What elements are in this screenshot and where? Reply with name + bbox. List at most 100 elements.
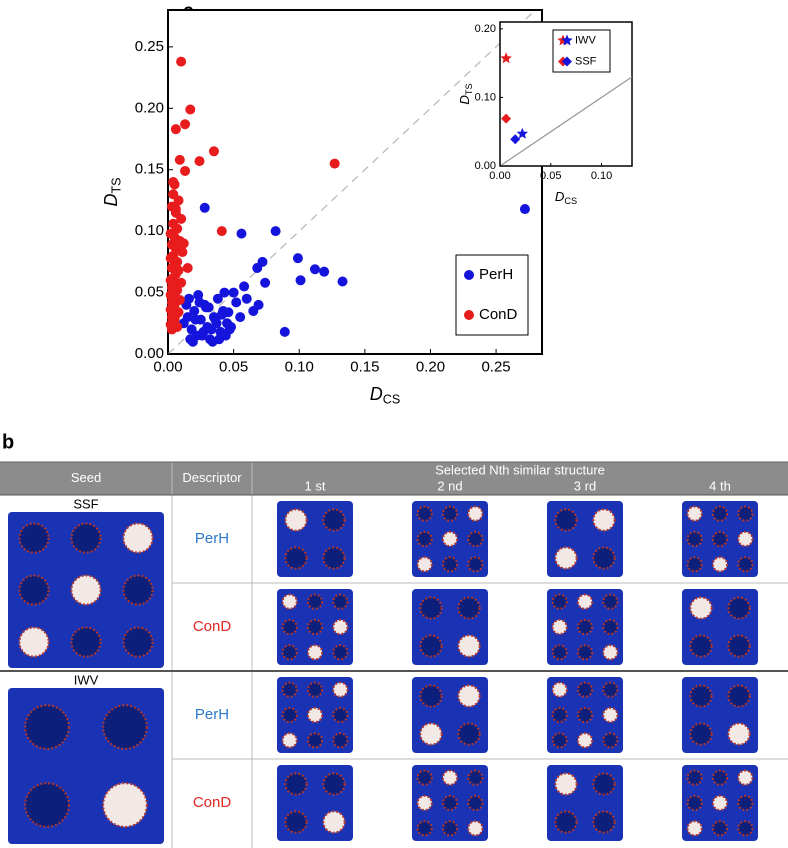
structure-pore bbox=[711, 556, 729, 573]
structure-pore bbox=[711, 530, 729, 548]
structure-pore bbox=[24, 782, 70, 828]
descriptor-label: PerH bbox=[195, 706, 229, 723]
point bbox=[180, 165, 191, 176]
point bbox=[295, 275, 306, 286]
structure-pore bbox=[727, 722, 751, 746]
structure-pore bbox=[602, 706, 619, 724]
structure-pore bbox=[419, 722, 443, 746]
structure-pore bbox=[576, 618, 594, 636]
structure-pore bbox=[306, 681, 324, 698]
point bbox=[279, 326, 290, 337]
point bbox=[180, 119, 191, 130]
structure-pore bbox=[686, 530, 703, 548]
structure-pore bbox=[419, 684, 443, 708]
structure-pore bbox=[551, 593, 568, 610]
structure-pore bbox=[441, 794, 459, 812]
structure-image bbox=[682, 589, 758, 665]
y-tick-label: 0.25 bbox=[135, 38, 164, 55]
y-tick-label: 0.20 bbox=[135, 99, 164, 116]
structure-pore bbox=[441, 530, 459, 548]
structure-pore bbox=[689, 722, 713, 746]
point bbox=[219, 287, 230, 298]
structure-image bbox=[277, 765, 353, 841]
structure-pore bbox=[281, 706, 298, 724]
point bbox=[252, 263, 263, 273]
structure-pore bbox=[686, 820, 703, 837]
y-tick-label: 0.10 bbox=[135, 222, 164, 239]
point bbox=[210, 314, 221, 325]
structure-image bbox=[682, 501, 758, 577]
structure-pore bbox=[467, 530, 484, 548]
structure-pore bbox=[592, 810, 616, 834]
column-header: 2 nd bbox=[437, 478, 462, 493]
structure-image bbox=[8, 512, 164, 668]
structure-pore bbox=[576, 706, 594, 724]
structure-pore bbox=[592, 546, 616, 570]
structure-pore bbox=[18, 574, 50, 606]
structure-image bbox=[682, 677, 758, 753]
structure-pore bbox=[602, 593, 619, 610]
point bbox=[199, 202, 210, 213]
structure-image bbox=[547, 677, 623, 753]
point bbox=[178, 238, 189, 249]
header-cell: Descriptor bbox=[182, 470, 242, 485]
point bbox=[248, 306, 259, 316]
structure-pore bbox=[102, 704, 148, 750]
structure-pore bbox=[18, 522, 50, 554]
point bbox=[501, 113, 512, 124]
structure-pore bbox=[576, 593, 594, 610]
structure-pore bbox=[416, 769, 433, 786]
structure-pore bbox=[281, 618, 298, 636]
structure-pore bbox=[419, 634, 443, 658]
point bbox=[239, 281, 250, 292]
structure-pore bbox=[467, 794, 484, 812]
point bbox=[214, 334, 225, 345]
structure-pore bbox=[686, 769, 703, 786]
structure-image bbox=[547, 765, 623, 841]
point bbox=[292, 253, 303, 264]
point bbox=[193, 290, 204, 301]
structure-pore bbox=[284, 810, 308, 834]
structure-pore bbox=[306, 618, 324, 636]
structure-pore bbox=[416, 794, 433, 812]
structure-pore bbox=[467, 769, 484, 786]
x-tick-label: 0.10 bbox=[591, 170, 612, 182]
structure-pore bbox=[737, 820, 754, 837]
structure-pore bbox=[332, 681, 349, 698]
structure-pore bbox=[711, 769, 729, 786]
point bbox=[187, 336, 198, 347]
structure-pore bbox=[306, 732, 324, 749]
y-tick-label: 0.20 bbox=[475, 23, 496, 35]
structure-pore bbox=[467, 820, 484, 837]
x-tick-label: 0.25 bbox=[481, 358, 510, 375]
structure-pore bbox=[689, 634, 713, 658]
structure-pore bbox=[18, 626, 50, 658]
point bbox=[176, 56, 187, 67]
structure-pore bbox=[602, 644, 619, 661]
point bbox=[189, 306, 200, 316]
structure-pore bbox=[441, 556, 459, 573]
structure-pore bbox=[70, 626, 102, 658]
structure-pore bbox=[441, 769, 459, 786]
x-tick-label: 0.00 bbox=[489, 170, 510, 182]
structure-pore bbox=[306, 593, 324, 610]
structure-pore bbox=[551, 681, 568, 698]
structure-pore bbox=[727, 634, 751, 658]
header-cell: Selected Nth similar structure bbox=[435, 462, 605, 477]
x-tick-label: 0.05 bbox=[540, 170, 561, 182]
axis-label: DCS bbox=[555, 189, 577, 206]
structure-pore bbox=[711, 794, 729, 812]
structure-pore bbox=[551, 618, 568, 636]
point bbox=[228, 287, 239, 298]
point bbox=[329, 158, 340, 169]
structure-pore bbox=[554, 772, 578, 796]
legend-marker bbox=[464, 270, 474, 280]
structure-image bbox=[8, 688, 164, 844]
point bbox=[516, 127, 528, 139]
seed-label: IWV bbox=[74, 672, 99, 687]
structure-pore bbox=[281, 732, 298, 749]
structure-pore bbox=[711, 820, 729, 837]
structure-pore bbox=[592, 508, 616, 532]
point bbox=[260, 277, 271, 288]
point bbox=[170, 204, 181, 215]
